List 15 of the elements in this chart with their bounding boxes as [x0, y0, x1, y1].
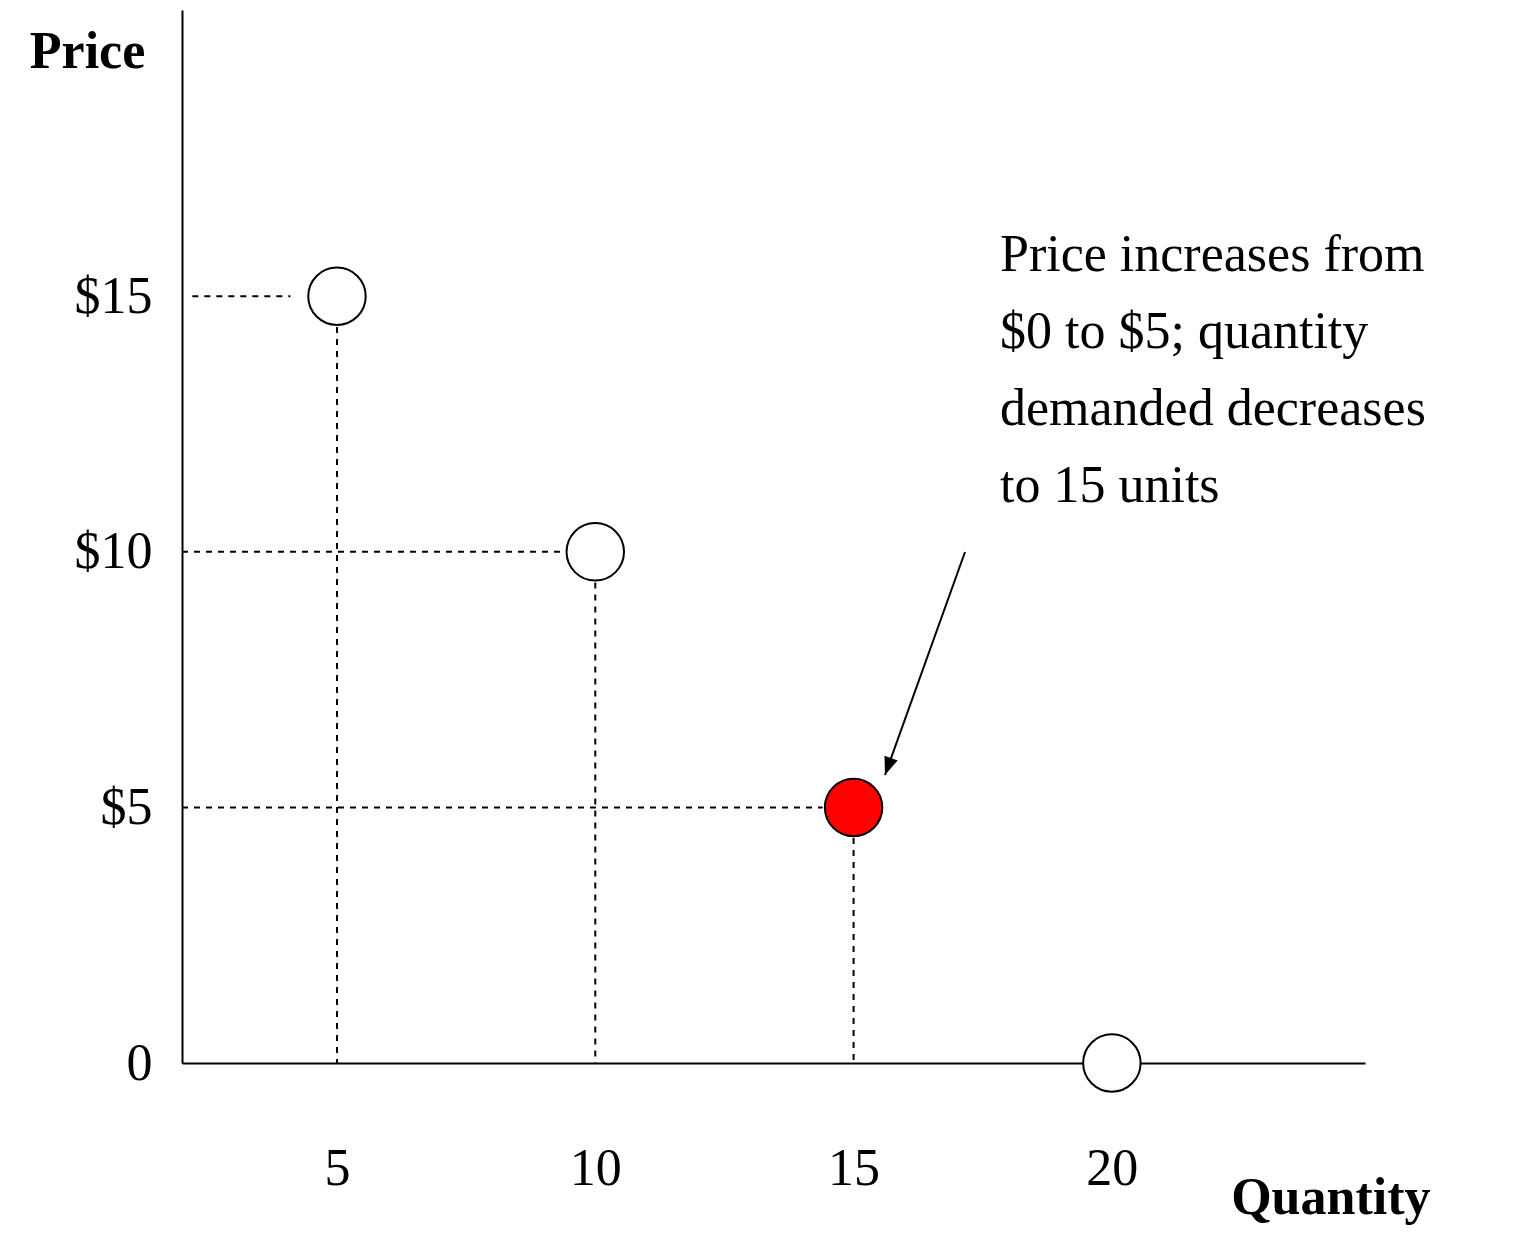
point	[1082, 1033, 1142, 1093]
point	[565, 522, 625, 582]
y-tick-label: $5	[100, 777, 153, 835]
y-tick-label: $10	[74, 522, 153, 580]
y-axis-title: Price	[29, 21, 146, 79]
annotation: Price increases from $0 to $5; quantity demanded decreases to 15 units	[1000, 225, 1426, 513]
y-tick-label: $15	[74, 266, 153, 324]
point	[307, 266, 367, 326]
x-tick-label: 5	[324, 1138, 351, 1196]
x-tick-label: 20	[1086, 1138, 1139, 1196]
y-tick-label: 0	[126, 1033, 153, 1091]
x-tick-label: 10	[569, 1138, 622, 1196]
x-tick-label: 15	[828, 1138, 881, 1196]
x-axis-title: Quantity	[1231, 1167, 1431, 1225]
point	[823, 777, 884, 838]
